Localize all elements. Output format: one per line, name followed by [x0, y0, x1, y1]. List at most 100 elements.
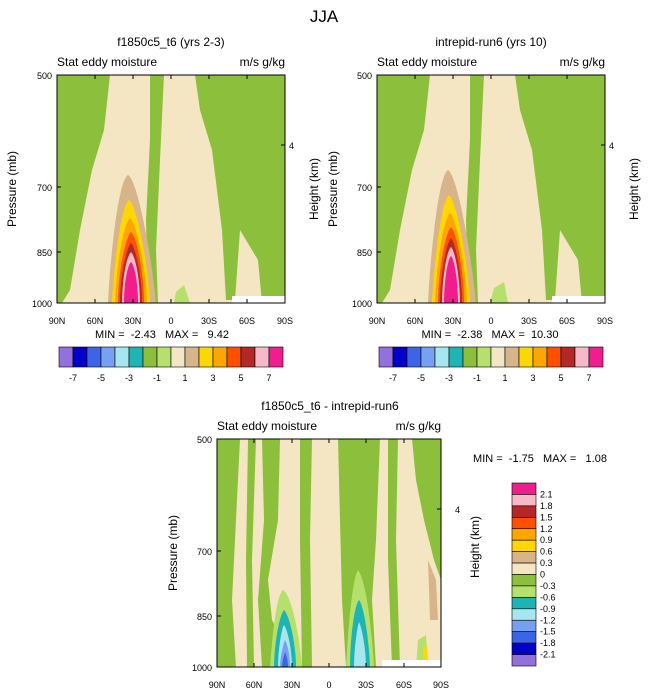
panel-2-lightgreen-patch [490, 282, 508, 303]
panel-2-ytick-1000: 1000 [352, 299, 372, 309]
panel-2-colorbar-label-2: -3 [445, 373, 453, 383]
panel-1-colorbar-swatch-7 [156, 346, 172, 368]
panel-2-colorbar-label-3: -1 [473, 373, 481, 383]
panel-3-xtick-60s: 60S [396, 680, 412, 690]
panel-3-colorbar-swatch-0 [511, 482, 537, 495]
panel-3-stats: MIN = -1.75 MAX = 1.08 [473, 453, 607, 465]
panel-2-green-band-center [466, 75, 484, 303]
panel-2-colorbar-swatch-4 [434, 346, 450, 368]
panel-3-colorbar-swatch-6 [511, 551, 537, 564]
panel-1-colorbar-label-6: 5 [238, 373, 243, 383]
panel-2-colorbar: -7 -5 -3 -1 1 3 5 7 [378, 346, 604, 383]
panel-2-colorbar-swatch-11 [532, 346, 548, 368]
panel-3-xtick-0: 0 [326, 680, 331, 690]
panel-1-colorbar-swatch-10 [198, 346, 214, 368]
panel-2-ytick-850: 850 [357, 248, 372, 258]
panel-3-lightblue-center [354, 622, 366, 667]
panel-2-title: intrepid-run6 (yrs 10) [435, 35, 546, 49]
panel-1-colorbar-swatch-14 [254, 346, 270, 368]
panel-2-xtick-30n: 30N [445, 316, 462, 326]
panel-3-green-band-e [388, 439, 400, 667]
panel-3-darkblue-west [282, 652, 288, 667]
panel-2-colorbar-swatch-13 [560, 346, 576, 368]
panel-3-left-label: Stat eddy moisture [217, 419, 317, 433]
panel-2: intrepid-run6 (yrs 10) Stat eddy moistur… [326, 35, 641, 383]
panel-1-colorbar-swatch-13 [240, 346, 256, 368]
panel-3-tan-east [428, 560, 438, 620]
panel-2-colorbar-label-4: 1 [502, 373, 507, 383]
panel-1: f1850c5_t6 (yrs 2-3) Stat eddy moisture … [5, 35, 321, 383]
panel-2-xtick-60s: 60S [559, 316, 575, 326]
panel-3-green-band-b [258, 439, 296, 667]
panel-3-xtick-90s: 90S [433, 680, 449, 690]
panel-3-green-band-c [300, 439, 312, 667]
panel-2-ytick-right-4: 4 [609, 141, 614, 151]
panel-2-colorbar-swatch-1 [392, 346, 408, 368]
panel-3-colorbar: 2.1 1.81.5 1.20.9 0.60.3 0-0.3-0.6 -0.9-1.2 -1… [511, 482, 556, 667]
panel-2-plot-area [377, 75, 605, 303]
panel-3-green-band-west [217, 439, 240, 667]
panel-2-ytick-700: 700 [357, 183, 372, 193]
panel-3-colorbar-swatch-2 [511, 505, 537, 518]
panel-3-xtick-30n: 30N [284, 680, 301, 690]
panel-2-ticks [376, 74, 606, 304]
panel-3-green-band-f [412, 439, 441, 580]
panel-1-xtick-60n: 60N [87, 316, 104, 326]
panel-1-title: f1850c5_t6 (yrs 2-3) [117, 35, 224, 49]
panel-3-colorbar-label-1: 1.8 [540, 501, 553, 511]
panel-1-colorbar-swatch-5 [128, 346, 144, 368]
panel-2-colorbar-swatch-5 [448, 346, 464, 368]
panel-2-colorbar-swatch-15 [588, 346, 604, 368]
panel-3-ylabel: Pressure (mb) [166, 515, 180, 591]
panel-3-colorbar-swatch-12 [511, 619, 537, 632]
panel-3-ytick-700: 700 [197, 547, 212, 557]
panel-3-colorbar-swatch-13 [511, 631, 537, 644]
panel-1-colorbar-swatch-11 [212, 346, 228, 368]
panel-3-colorbar-swatch-8 [511, 574, 537, 587]
panel-1-colorbar-label-4: 1 [182, 373, 187, 383]
panel-3-green-band-d [338, 439, 380, 667]
panel-3-colorbar-label-10: -0.9 [540, 604, 556, 614]
panel-3-colorbar-label-8: -0.3 [540, 581, 556, 591]
panel-2-colorbar-swatch-9 [504, 346, 520, 368]
panel-2-ytick-500: 500 [357, 71, 372, 81]
panel-2-xtick-0: 0 [488, 316, 493, 326]
panel-3-colorbar-label-2: 1.5 [540, 512, 553, 522]
panel-2-ylabel-right: Height (km) [627, 158, 641, 220]
panel-2-colorbar-swatch-2 [406, 346, 422, 368]
panel-2-xtick-90n: 90N [369, 316, 386, 326]
panel-1-ticks [56, 74, 286, 304]
panel-3-colorbar-label-13: -1.8 [540, 638, 556, 648]
panel-1-right-label: m/s g/kg [240, 55, 285, 69]
panel-2-contour-magenta [444, 256, 458, 303]
panel-1-plot-area [57, 75, 285, 303]
panel-3-colorbar-label-5: 0.6 [540, 547, 553, 557]
panel-2-xtick-60n: 60N [407, 316, 424, 326]
panel-2-ylabel: Pressure (mb) [326, 151, 340, 227]
panel-1-colorbar-swatch-2 [86, 346, 102, 368]
panel-3-colorbar-swatch-1 [511, 494, 537, 507]
panel-1-colorbar: -7 -5 -3 -1 1 3 5 7 [58, 346, 284, 383]
panel-1-colorbar-label-0: -7 [69, 373, 77, 383]
panel-3-colorbar-label-4: 0.9 [540, 535, 553, 545]
panel-3-colorbar-swatch-3 [511, 517, 537, 530]
panel-1-left-label: Stat eddy moisture [57, 55, 157, 69]
panel-1-xtick-90s: 90S [277, 316, 293, 326]
panel-1-green-band-center [146, 75, 164, 303]
panel-3-title: f1850c5_t6 - intrepid-run6 [261, 399, 399, 413]
panel-2-green-band-west [377, 75, 430, 303]
panel-2-colorbar-swatch-7 [476, 346, 492, 368]
panel-3-xtick-60n: 60N [246, 680, 263, 690]
panel-3-colorbar-label-0: 2.1 [540, 489, 553, 499]
panel-3-colorbar-swatch-4 [511, 528, 537, 541]
panel-3-colorbar-swatch-11 [511, 608, 537, 621]
panel-3-xtick-30s: 30S [358, 680, 374, 690]
panel-2-colorbar-label-1: -5 [417, 373, 425, 383]
panel-3-colorbar-swatch-15 [511, 654, 537, 667]
panel-2-white-patch [552, 296, 605, 303]
panel-1-white-patch [232, 296, 285, 303]
panel-1-ytick-1000: 1000 [32, 299, 52, 309]
panel-3-ytick-right-4: 4 [455, 505, 460, 515]
panel-2-colorbar-swatch-6 [462, 346, 478, 368]
panel-3-right-label: m/s g/kg [396, 419, 441, 433]
